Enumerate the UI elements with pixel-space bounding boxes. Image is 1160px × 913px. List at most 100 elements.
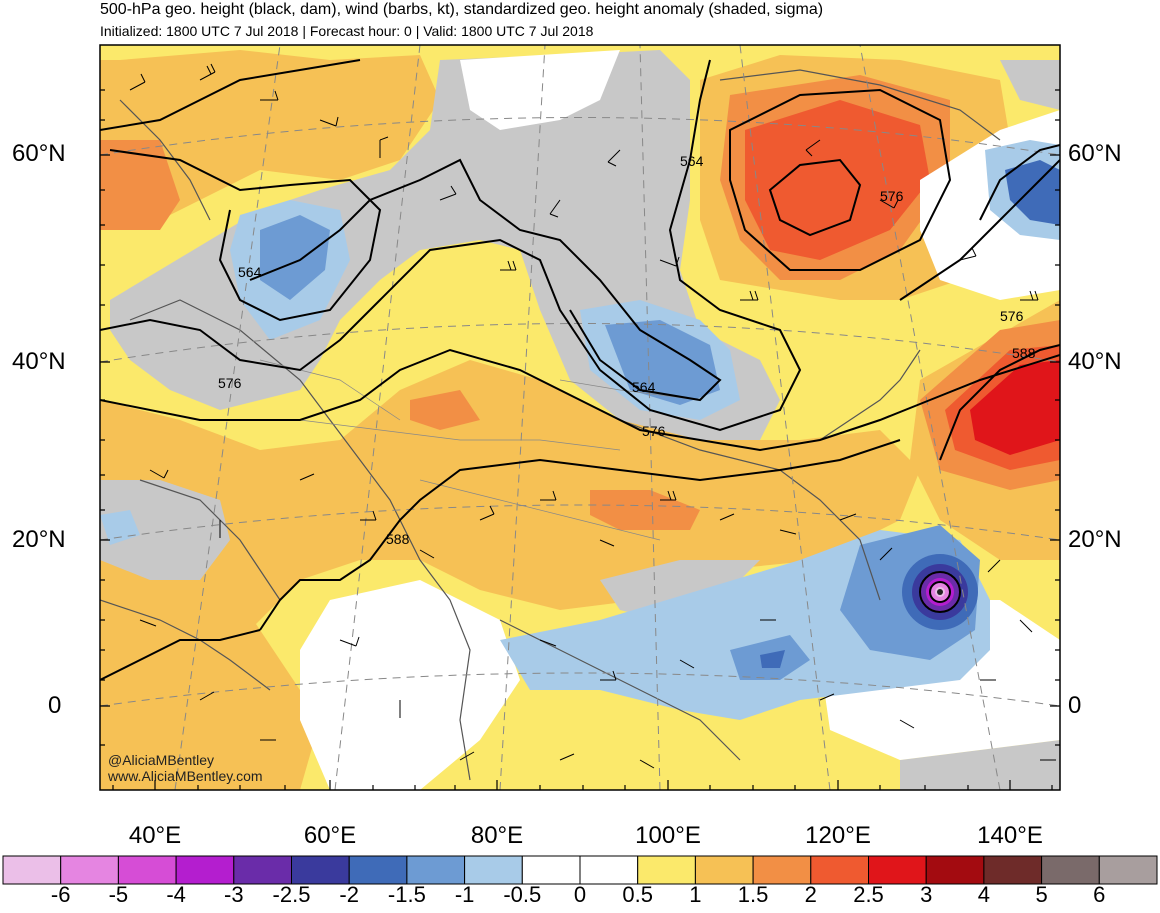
contour-588-japan [939,344,1060,461]
anomaly-plus1-north-west [100,50,440,230]
colorbar-swatch [464,855,523,885]
colorbar-label: 2.5 [853,882,884,907]
country-borders [259,359,701,541]
map-title: 500-hPa geo. height (black, dam), wind (… [100,1,824,18]
lon-label-80e: 80°E [470,822,524,849]
colorbar-label: -2.5 [272,882,311,907]
anomaly-zero-arctic [460,50,620,130]
anomaly-plus2-siberia [745,100,930,260]
colorbar-swatch [348,855,408,885]
colorbar-swatch [810,855,869,885]
colorbar-label: 0 [573,882,587,907]
anomaly-minus1_5-kamchatka [1005,160,1060,225]
anomaly-grey-indonesia [900,740,1060,790]
lat-label-right-eq: 0 [1068,692,1082,719]
graticule [100,45,1060,790]
contour-label: 576 [642,423,666,439]
colorbar-label: -1.5 [387,882,426,907]
colorbar-label: 5 [1035,882,1048,907]
anomaly-minus1-ural [260,215,330,300]
colorbar-swatch [637,855,696,885]
typhoon-center [937,589,943,595]
contour-label: 564 [680,153,704,169]
contour-label: 564 [238,264,262,280]
colorbar-swatch [1098,855,1158,885]
colorbar-label: 6 [1093,882,1106,907]
axis-ticks [100,89,1060,790]
colorbar-swatch [175,855,235,885]
contour-label: 576 [1000,308,1024,324]
colorbar-swatch [925,855,985,885]
colorbar-label: -0.5 [503,882,542,907]
colorbar-label: -4 [166,882,186,907]
colorbar-swatch [1041,855,1100,885]
colorbar-swatch [868,855,927,885]
height-contours [100,59,1060,681]
colorbar-swatch [233,855,293,885]
contour-label: 564 [632,379,656,395]
contour-typhoon-2 [929,581,952,603]
lon-label-140e: 140°E [977,822,1043,849]
colorbar-swatch [2,855,62,885]
anomaly-grey-west [100,480,230,580]
contour-typhoon-1 [919,571,962,613]
lat-label-left-eq: 0 [48,692,62,719]
anomaly-minus2-philippines [760,650,785,668]
contour-label: 588 [1012,345,1036,361]
contour-576-siberia [729,88,952,271]
lat-label-left-40n: 40°N [12,348,66,375]
contour-label: 576 [880,188,904,204]
contour-label: 576 [218,375,242,391]
lat-label-left-60n: 60°N [12,140,66,167]
colorbar-swatch [579,855,639,885]
contour-label: 588 [386,531,410,547]
colorbar-label: -2 [339,882,359,907]
credit-handle: @AliciaMBentley [108,752,215,768]
colorbar-label: 3 [920,882,933,907]
colorbar-label: -5 [108,882,129,907]
contour-588-africa [100,629,261,681]
colorbar-swatch [983,855,1043,885]
colorbar [2,855,1158,885]
colorbar-swatch [291,855,350,885]
map-frame [99,44,1061,791]
contour-576-ne [899,159,1060,301]
contour-552-kamchatka [979,144,1060,221]
colorbar-label: -3 [224,882,244,907]
credit-site: www.AliciaMBentley.com [108,768,263,784]
contour-labels: 564 576 564 564 576 576 588 576 588 [218,153,1036,547]
colorbar-label: 1.5 [737,882,769,907]
lon-label-120e: 120°E [805,822,871,849]
contour-576-main [100,348,1060,452]
anomaly-grey-east [1000,60,1060,110]
lat-label-right-60n: 60°N [1068,140,1122,167]
anomaly-zero-indian [300,580,520,790]
colorbar-label: 0.5 [622,882,653,907]
anomaly-plus1-south [100,360,920,720]
map-subtitle: Initialized: 1800 UTC 7 Jul 2018 | Forec… [100,23,594,39]
lon-label-40e: 40°E [128,822,182,849]
anomaly-grey-indochina [600,560,760,620]
anomaly-plus1_5-west [100,140,180,230]
colorbar-swatch [521,855,581,885]
colorbar-swatch [60,855,119,885]
colorbar-label: -6 [50,882,71,907]
wind-barbs [129,63,1056,769]
contour-564-siberia [768,158,862,237]
contour-564-nw [100,59,361,131]
colorbar-label: -1 [454,882,475,907]
lon-label-60e: 60°E [303,822,357,849]
anomaly-plus1-southwest [100,560,320,790]
colorbar-label: 4 [977,882,991,907]
contour-564-ural [109,149,382,322]
colorbar-swatch [752,855,812,885]
lon-label-100e: 100°E [635,822,701,849]
colorbar-label: 2 [804,882,817,907]
contour-564-asia [249,158,722,402]
contour-588-main [259,439,901,631]
colorbar-swatch [406,855,466,885]
colorbar-swatch [117,855,177,885]
anomaly-plus2_5-japan [970,360,1060,455]
coastlines [100,69,1001,781]
